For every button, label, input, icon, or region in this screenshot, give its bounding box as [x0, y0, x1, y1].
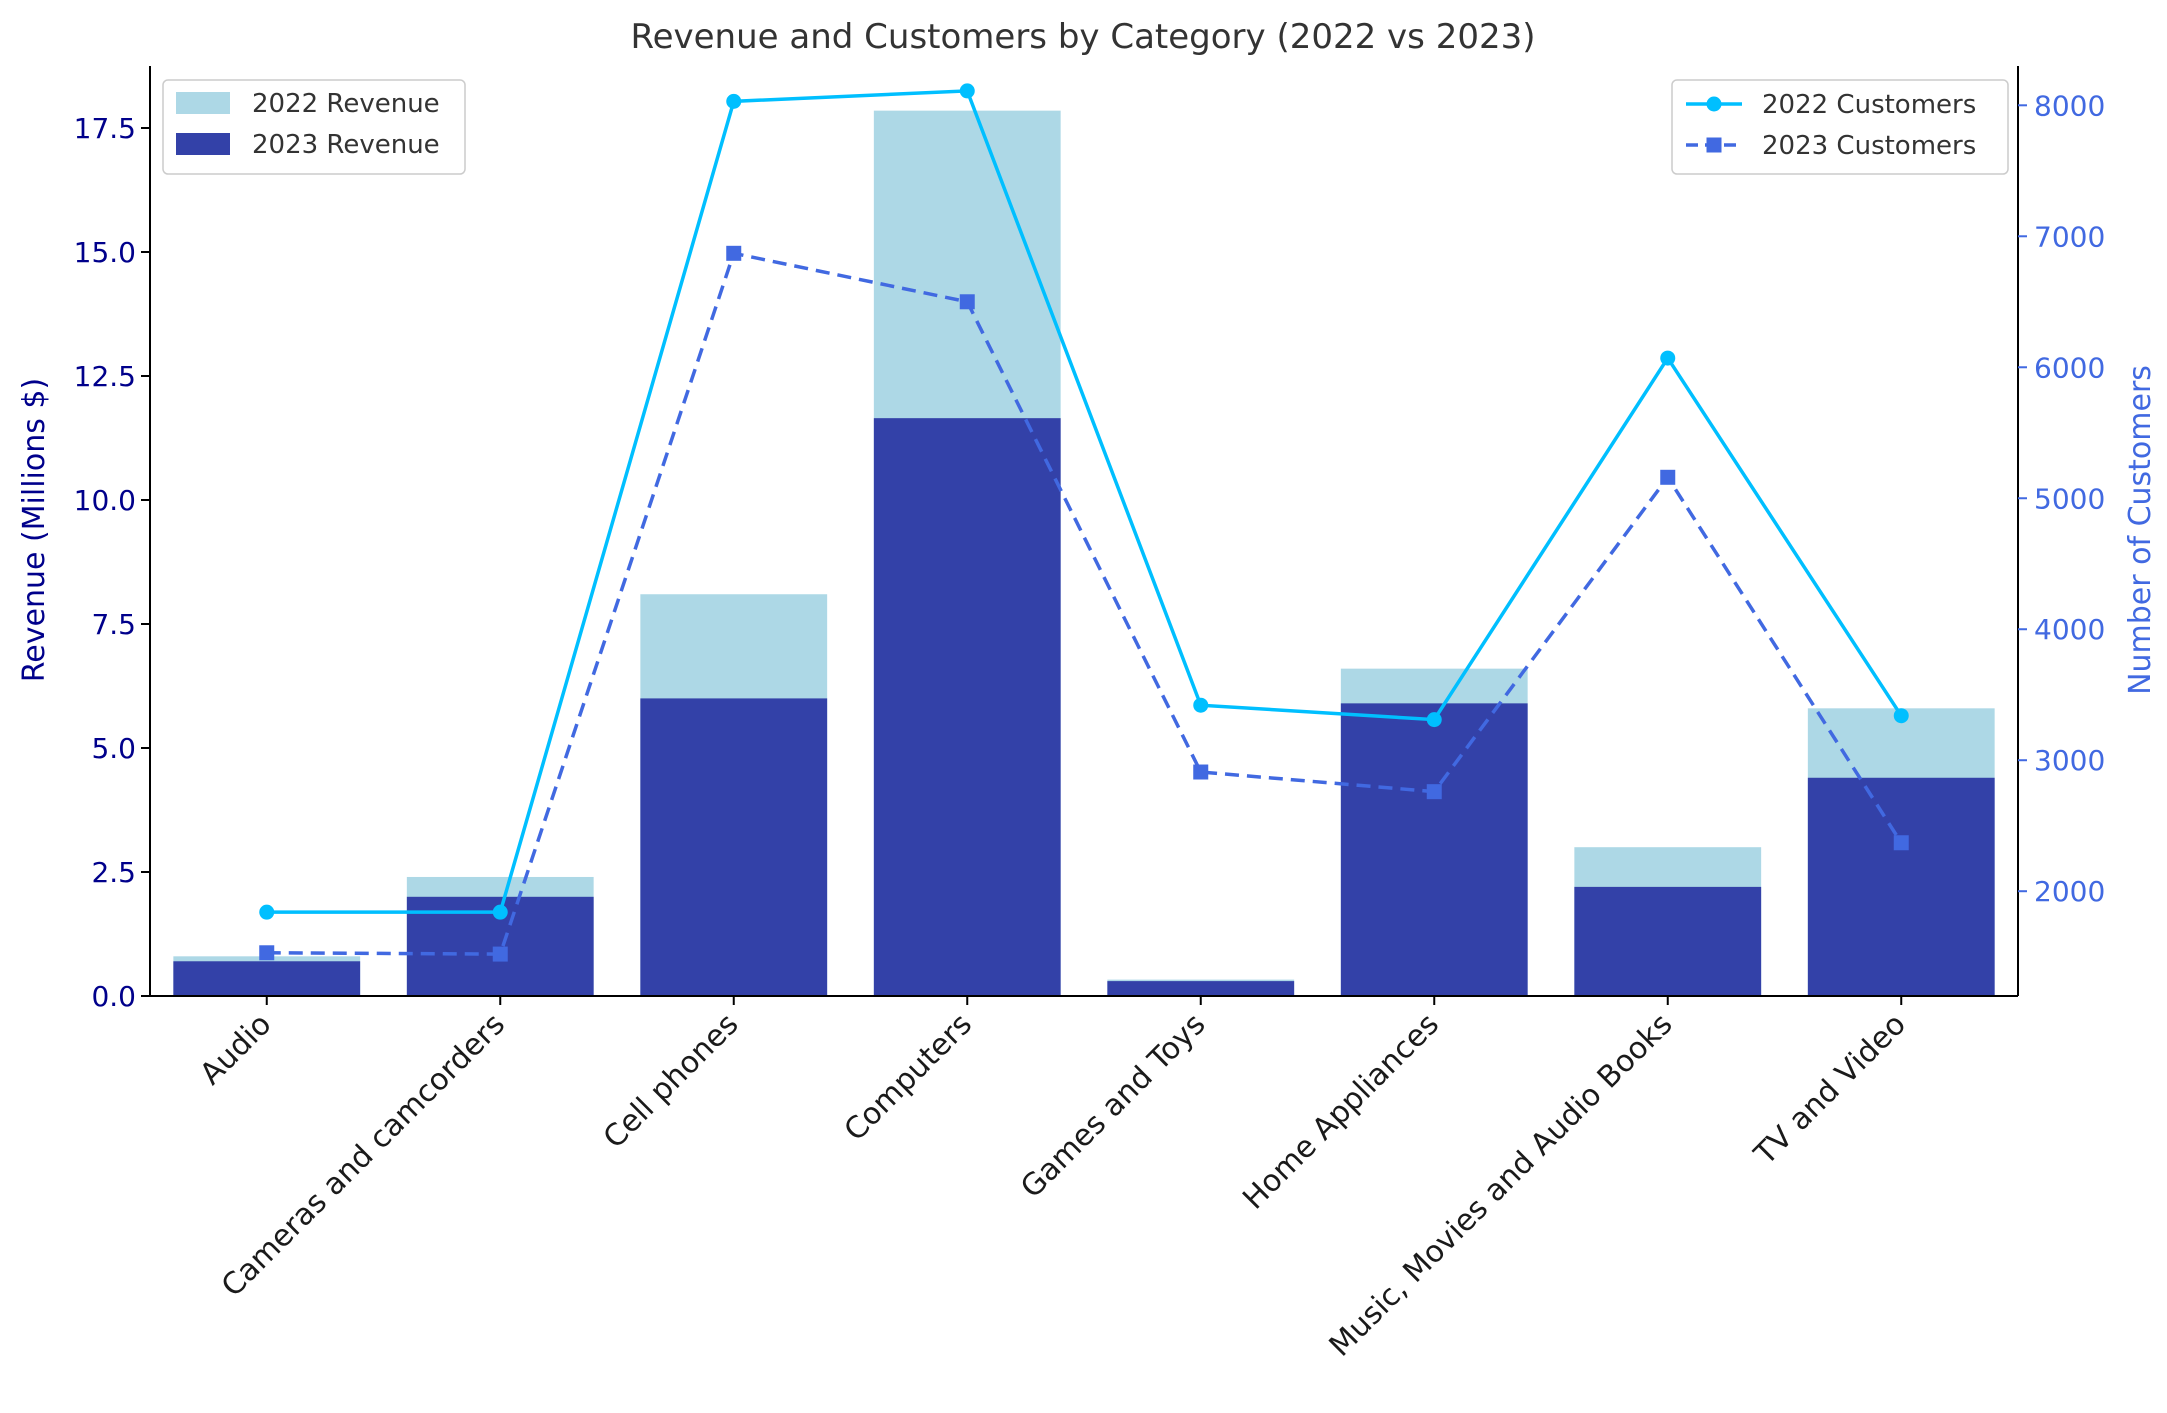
point-2022-customers-0: [259, 904, 275, 920]
legend-customers-box: [1671, 79, 2009, 175]
y-axis-label: Revenue (Millions $): [17, 378, 52, 682]
point-2023-customers-4: [1193, 764, 1209, 780]
y-tick-label-3: 7.5: [91, 608, 136, 641]
y2-tick-label-2: 4000: [2034, 613, 2105, 646]
y-tick-label-0: 0.0: [91, 980, 136, 1013]
y2-tick-label-1: 3000: [2034, 744, 2105, 777]
y-tick-label-2: 5.0: [91, 732, 136, 765]
legend-line-label-0: 2022 Customers: [1762, 90, 1976, 120]
bar-2023-3: [873, 418, 1061, 996]
x-tick-label-4: Games and Toys: [1014, 1007, 1212, 1205]
legend-swatch-0: [176, 92, 230, 114]
bar-2023-7: [1807, 777, 1995, 996]
legend-revenue: 2022 Revenue 2023 Revenue: [162, 79, 466, 175]
y-tick-label-5: 12.5: [74, 360, 136, 393]
y2-tick-label-4: 6000: [2034, 351, 2105, 384]
x-tick-label-7: TV and Video: [1747, 1007, 1913, 1173]
legend-revenue-box: [162, 79, 466, 175]
point-2023-customers-2: [726, 245, 742, 261]
y2-tick-label-5: 7000: [2034, 220, 2105, 253]
point-2023-customers-7: [1893, 835, 1909, 851]
bar-2023-2: [640, 698, 828, 996]
point-2022-customers-5: [1426, 712, 1442, 728]
chart-title: Revenue and Customers by Category (2022 …: [631, 17, 1536, 57]
legend-label-1: 2023 Revenue: [252, 130, 440, 160]
legend-swatch-1: [176, 133, 230, 155]
point-2022-customers-2: [726, 93, 742, 109]
line-2022-customers: [266, 89, 1903, 914]
legend-marker-1: [1706, 137, 1722, 153]
y2-axis-label: Number of Customers: [2123, 365, 2158, 695]
x-tick-label-1: Cameras and camcorders: [215, 1007, 512, 1304]
point-2023-customers-6: [1660, 469, 1676, 485]
point-2023-customers-1: [492, 946, 508, 962]
bar-2023-0: [173, 961, 361, 996]
y2-tick-label-0: 2000: [2034, 875, 2105, 908]
legend-label-0: 2022 Revenue: [252, 89, 440, 119]
y2-tick-label-6: 8000: [2034, 89, 2105, 122]
y-tick-label-1: 2.5: [91, 856, 136, 889]
point-2023-customers-3: [959, 294, 975, 310]
point-2022-customers-3: [959, 83, 975, 99]
point-2022-customers-7: [1893, 708, 1909, 724]
y-tick-label-4: 10.0: [74, 484, 136, 517]
y-tick-label-6: 15.0: [74, 236, 136, 269]
x-tick-label-2: Cell phones: [597, 1007, 746, 1156]
x-tick-label-5: Home Appliances: [1236, 1007, 1446, 1217]
bar-2023-5: [1340, 703, 1528, 996]
line-2023-customers: [266, 251, 1903, 956]
point-2022-customers-6: [1660, 350, 1676, 366]
point-2023-customers-0: [259, 945, 275, 961]
x-tick-label-3: Computers: [838, 1007, 979, 1148]
point-2022-customers-4: [1193, 697, 1209, 713]
legend-marker-0: [1706, 96, 1722, 112]
point-2023-customers-5: [1426, 784, 1442, 800]
legend-line-label-1: 2023 Customers: [1762, 131, 1976, 161]
y2-tick-label-3: 5000: [2034, 482, 2105, 515]
bar-2023-4: [1107, 981, 1295, 996]
x-tick-label-0: Audio: [193, 1007, 278, 1092]
bar-2023-6: [1574, 886, 1762, 996]
y-tick-label-7: 17.5: [74, 112, 136, 145]
legend-customers: 2022 Customers 2023 Customers: [1671, 79, 2009, 175]
point-2022-customers-1: [492, 904, 508, 920]
